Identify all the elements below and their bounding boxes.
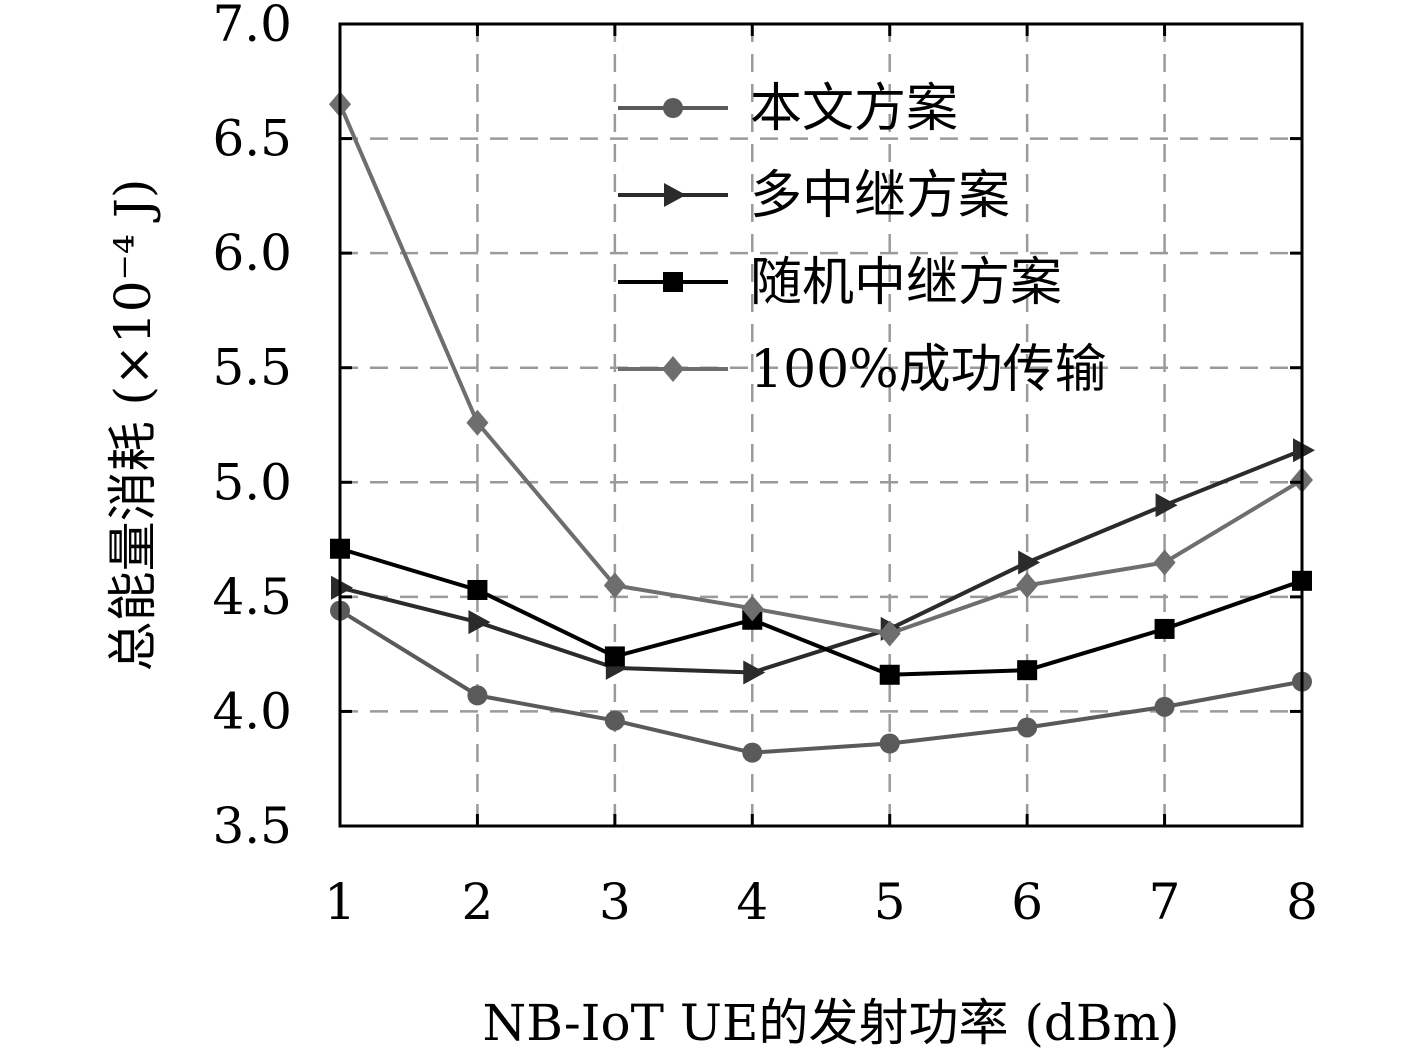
legend-item: 随机中继方案 — [618, 253, 1062, 313]
data-point — [1017, 660, 1038, 681]
data-point — [1293, 438, 1315, 463]
legend-marker — [662, 356, 684, 382]
series-line — [338, 103, 1304, 636]
data-point — [603, 572, 626, 599]
y-tick-label: 6.0 — [212, 224, 292, 282]
y-tick-label: 4.5 — [212, 568, 292, 626]
y-tick-label: 3.5 — [212, 797, 292, 855]
data-point — [741, 595, 764, 622]
x-tick-label: 4 — [736, 873, 768, 931]
data-point — [467, 685, 488, 706]
x-tick-label: 1 — [324, 873, 356, 931]
legend-label: 100%成功传输 — [750, 340, 1107, 400]
legend-item: 100%成功传输 — [618, 340, 1107, 400]
data-point — [878, 620, 901, 647]
data-point — [1155, 493, 1178, 518]
series-line — [338, 608, 1303, 755]
data-point — [1154, 696, 1175, 717]
x-tick-label: 3 — [599, 873, 631, 931]
data-point — [331, 575, 353, 600]
data-point — [743, 660, 766, 685]
legend-item: 多中继方案 — [618, 166, 1010, 226]
data-point — [1017, 717, 1038, 738]
x-tick-label: 2 — [462, 873, 494, 931]
data-point — [604, 646, 625, 667]
data-point — [466, 409, 489, 436]
x-tick-label: 7 — [1149, 873, 1181, 931]
data-point — [742, 742, 763, 763]
data-point — [879, 664, 900, 685]
tick-labels: 1 2 3 4 5 6 7 8 3.5 4.0 4.5 5.0 5.5 6.0 6.5 7.0 — [212, 0, 1317, 931]
x-tick-label: 6 — [1011, 873, 1043, 931]
grid — [340, 24, 1302, 826]
series-line — [339, 546, 1303, 677]
x-axis-label: NB-IoT UE的发射功率 (dBm) — [482, 994, 1179, 1052]
y-tick-label: 5.5 — [212, 339, 292, 397]
data-point — [1153, 549, 1176, 576]
y-tick-label: 6.5 — [212, 110, 292, 168]
data-point — [1154, 618, 1175, 639]
y-tick-label: 7.0 — [212, 0, 292, 53]
data-point — [468, 610, 491, 635]
data-point — [1016, 572, 1039, 599]
data-point — [467, 579, 488, 600]
legend-marker — [663, 98, 683, 118]
plot-frame — [338, 22, 1304, 828]
series-line — [339, 448, 1303, 675]
data-point — [1018, 550, 1041, 575]
y-tick-label: 4.0 — [212, 682, 292, 740]
y-tick-label: 5.0 — [212, 453, 292, 511]
legend-marker — [663, 272, 683, 292]
x-tick-label: 5 — [874, 873, 906, 931]
series-3 — [330, 538, 1312, 685]
data-point — [879, 733, 900, 754]
x-tick-label: 8 — [1286, 873, 1318, 931]
data-point — [604, 710, 625, 731]
legend-item: 本文方案 — [618, 79, 958, 139]
legend-label: 随机中继方案 — [750, 253, 1062, 313]
y-axis-label: 总能量消耗 (×10⁻⁴ J) — [104, 179, 162, 672]
legend-label: 本文方案 — [750, 79, 958, 139]
legend-marker — [664, 183, 686, 207]
legend-label: 多中继方案 — [750, 166, 1010, 226]
